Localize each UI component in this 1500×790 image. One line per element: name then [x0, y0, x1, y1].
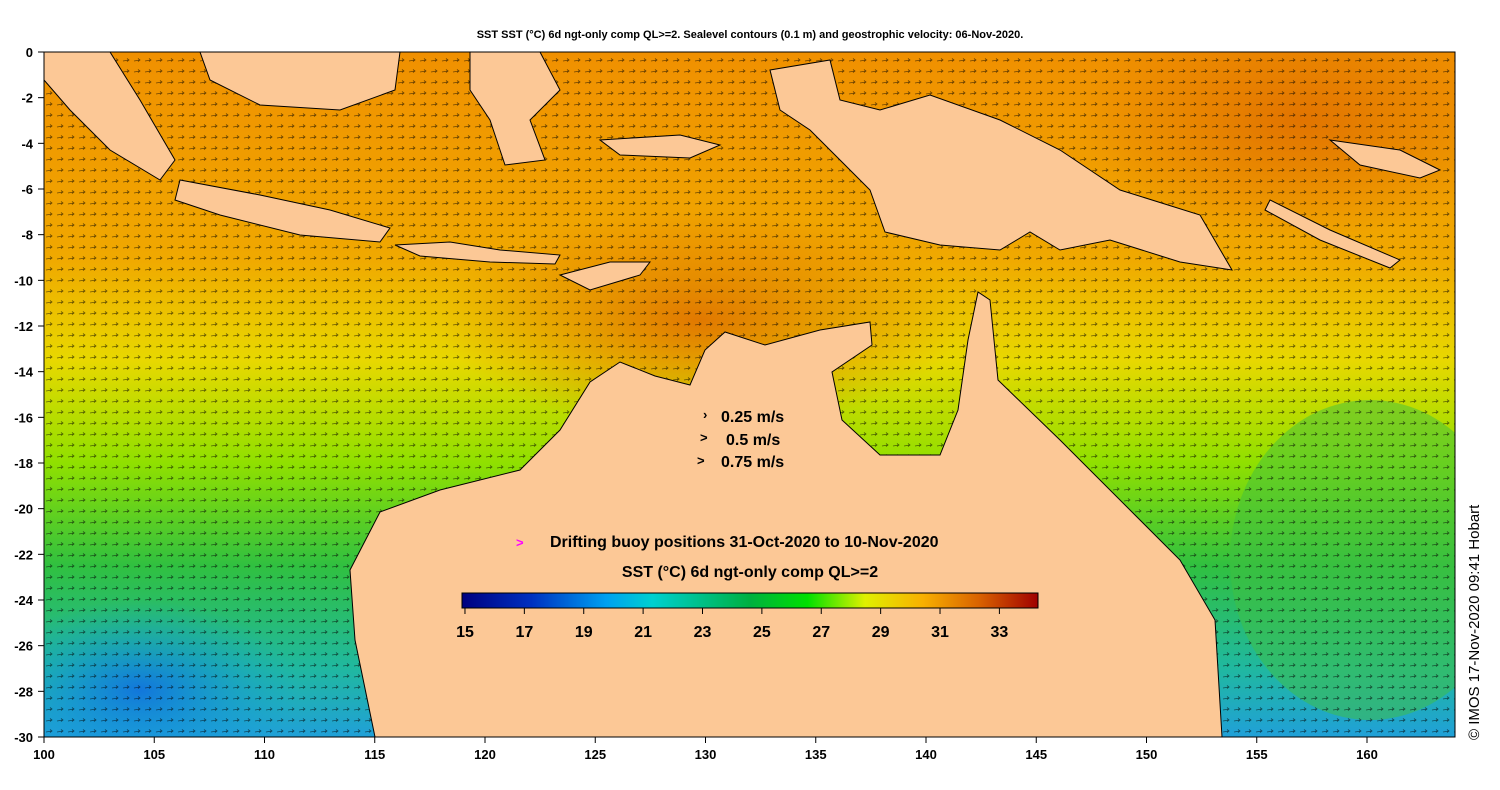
x-tick-label: 140: [915, 747, 937, 762]
y-tick-label: -16: [14, 410, 33, 425]
colorbar-tick-label: 21: [634, 624, 652, 641]
australia: [349, 291, 1223, 737]
x-tick-label: 110: [254, 747, 275, 762]
x-tick-label: 120: [474, 747, 496, 762]
land: [44, 52, 1442, 737]
java: [174, 179, 391, 243]
velocity-legend-05: 0.5 m/s: [726, 432, 780, 449]
x-tick-label: 135: [805, 747, 827, 762]
new-britain: [1328, 139, 1442, 179]
y-tick-label: -26: [14, 639, 33, 654]
x-axis: 100 105 110 115 120 125 130 135 140 145 150 155 160: [33, 737, 1378, 762]
colorbar-tick-label: 33: [991, 624, 1009, 641]
y-tick-label: -18: [14, 456, 33, 471]
buoy-marker-icon: >: [516, 535, 524, 550]
svg-text:>: >: [697, 453, 705, 468]
borneo: [199, 52, 401, 111]
colorbar-tick-label: 15: [456, 624, 474, 641]
colorbar-tick-label: 17: [515, 624, 533, 641]
y-tick-label: -30: [14, 730, 33, 745]
y-tick-label: -10: [14, 273, 33, 288]
sumatra: [44, 52, 176, 181]
x-tick-label: 145: [1025, 747, 1047, 762]
halmahera-seram: [598, 134, 722, 159]
map-frame: [43, 51, 1456, 738]
y-tick-label: -24: [14, 593, 34, 608]
colorbar-tick-label: 29: [872, 624, 890, 641]
x-tick-label: 160: [1356, 747, 1378, 762]
x-tick-label: 130: [695, 747, 717, 762]
colorbar-tick-label: 27: [812, 624, 830, 641]
y-tick-label: -6: [21, 182, 33, 197]
colorbar-tick-label: 19: [575, 624, 593, 641]
y-tick-label: -28: [14, 684, 33, 699]
y-tick-label: -14: [14, 365, 34, 380]
y-tick-label: -20: [14, 502, 33, 517]
colorbar-tick-label: 23: [694, 624, 712, 641]
x-tick-label: 155: [1246, 747, 1268, 762]
y-tick-label: -22: [14, 547, 33, 562]
colorbar-tick-label: 31: [931, 624, 949, 641]
credit-text: © IMOS 17-Nov-2020 09:41 Hobart: [1466, 504, 1483, 740]
velocity-legend-025: 0.25 m/s: [721, 409, 784, 426]
y-axis: 0 -2 -4 -6 -8 -10 -12 -14 -16 -18 -20 -22 -24 -26 -28 -…: [14, 45, 44, 745]
x-tick-label: 125: [584, 747, 606, 762]
buoy-legend-text: Drifting buoy positions 31-Oct-2020 to 1…: [550, 534, 939, 551]
colorbar-tick-label: 25: [753, 624, 771, 641]
svg-text:›: ›: [703, 407, 707, 422]
x-tick-label: 105: [143, 747, 165, 762]
y-tick-label: -8: [21, 228, 33, 243]
y-tick-label: -2: [21, 91, 33, 106]
new-guinea: [769, 59, 1233, 271]
velocity-legend-075: 0.75 m/s: [721, 454, 784, 471]
colorbar: SST (°C) 6d ngt-only comp QL>=2 15 17 19 21…: [456, 564, 1039, 641]
x-tick-label: 100: [33, 747, 55, 762]
timor: [558, 261, 652, 291]
y-tick-label: -12: [14, 319, 33, 334]
svg-text:>: >: [700, 430, 708, 445]
lesser-sunda-islands: [394, 241, 561, 265]
solomon-islands: [1264, 199, 1401, 269]
sulawesi: [469, 52, 561, 166]
y-tick-label: 0: [26, 45, 33, 60]
x-tick-label: 150: [1136, 747, 1158, 762]
x-tick-label: 115: [364, 747, 385, 762]
colorbar-gradient: [461, 592, 1039, 609]
colorbar-title: SST (°C) 6d ngt-only comp QL>=2: [622, 564, 878, 581]
map-title: SST SST (°C) 6d ngt-only comp QL>=2. Sea…: [476, 29, 1024, 41]
velocity-legend: › 0.25 m/s > 0.5 m/s > 0.75 m/s: [697, 407, 784, 471]
y-tick-label: -4: [21, 136, 33, 151]
buoy-legend: > Drifting buoy positions 31-Oct-2020 to…: [516, 534, 939, 551]
